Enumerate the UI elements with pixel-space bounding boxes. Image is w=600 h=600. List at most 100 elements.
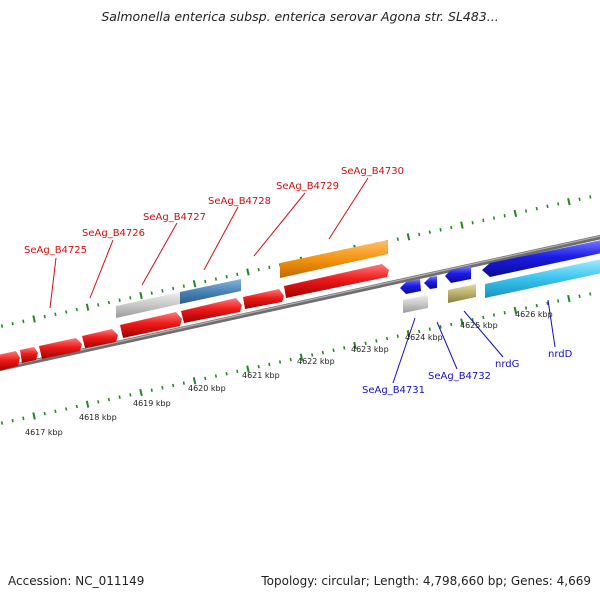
kbp-label: 4622 kbp	[297, 357, 335, 366]
tick-mark	[492, 313, 496, 317]
tick-mark	[439, 325, 442, 329]
tick-mark	[492, 216, 496, 220]
reverse-gene-labels: SeAg_B4731 SeAg_B4732 nrdG nrdD	[362, 349, 573, 396]
tick-mark	[524, 209, 528, 213]
gene-arrow[interactable]	[20, 347, 38, 363]
gene-arrow[interactable]	[39, 338, 82, 359]
tick-mark	[513, 306, 518, 315]
tick-mark	[418, 232, 421, 237]
gene-bar[interactable]	[280, 240, 388, 278]
gene-bar[interactable]	[485, 259, 600, 298]
kbp-label: 4617 kbp	[25, 428, 63, 437]
forward-features	[0, 240, 389, 371]
gene-bar[interactable]	[448, 284, 476, 303]
tick-mark	[172, 286, 175, 291]
tick-mark	[482, 315, 485, 320]
tick-mark	[22, 319, 25, 324]
forward-leader-lines	[49, 177, 369, 309]
tick-mark	[396, 334, 399, 338]
tick-mark	[172, 383, 175, 388]
tick-mark	[353, 341, 357, 350]
tick-mark	[578, 294, 581, 298]
tick-mark	[257, 267, 260, 272]
tick-mark	[139, 291, 143, 300]
reverse-features	[400, 240, 600, 313]
tick-mark	[43, 314, 46, 319]
tick-mark	[32, 315, 36, 323]
tick-mark	[428, 327, 431, 331]
tick-mark	[225, 275, 228, 279]
gene-label: SeAg_B4728	[208, 196, 271, 207]
tick-mark	[139, 388, 143, 397]
tick-mark	[546, 204, 549, 209]
tick-mark	[589, 195, 592, 199]
gene-bar[interactable]	[180, 279, 241, 304]
gene-bar[interactable]	[116, 292, 180, 318]
kbp-label: 4625 kbp	[460, 321, 498, 330]
kbp-label: 4620 kbp	[188, 384, 226, 393]
tick-mark	[182, 381, 185, 385]
tick-mark	[129, 393, 132, 397]
gene-arrow[interactable]	[181, 298, 242, 323]
backbone	[0, 234, 600, 372]
reverse-leader-lines	[392, 299, 556, 384]
gene-arrow[interactable]	[482, 240, 600, 277]
gene-arrow[interactable]	[243, 289, 284, 309]
gene-bar[interactable]	[403, 295, 428, 313]
tick-mark	[471, 221, 474, 225]
tick-mark	[439, 228, 442, 232]
tick-mark	[161, 289, 164, 293]
gene-label: SeAg_B4732	[428, 371, 491, 382]
tick-mark	[246, 365, 250, 373]
tick-mark	[385, 336, 389, 341]
tick-mark	[214, 374, 218, 378]
tick-mark	[406, 233, 411, 241]
gene-label: SeAg_B4731	[362, 385, 425, 396]
tick-mark	[503, 310, 506, 315]
kbp-label: 4618 kbp	[79, 413, 117, 422]
tick-mark	[225, 372, 228, 376]
tick-mark	[43, 411, 46, 416]
tick-mark	[11, 321, 14, 326]
tick-mark	[192, 280, 197, 288]
tick-mark	[418, 329, 421, 334]
tick-mark	[75, 307, 78, 312]
tick-mark	[0, 324, 4, 328]
gene-arrow[interactable]	[284, 264, 389, 298]
tick-mark	[118, 298, 121, 302]
gene-arrow[interactable]	[445, 266, 471, 283]
tick-mark	[214, 277, 218, 281]
tick-mark	[65, 407, 68, 411]
kbp-label: 4624 kbp	[405, 333, 443, 342]
tick-mark	[524, 306, 528, 310]
lower-tick-ruler	[0, 290, 600, 425]
tick-mark	[482, 218, 485, 223]
tick-mark	[567, 294, 571, 303]
forward-gene-labels: SeAg_B4725 SeAg_B4726 SeAg_B4727 SeAg_B4…	[24, 166, 404, 256]
tick-mark	[85, 303, 90, 311]
gene-label: nrdG	[495, 359, 519, 370]
tick-mark	[396, 237, 399, 241]
tick-mark	[182, 284, 185, 288]
gene-arrow[interactable]	[82, 329, 118, 348]
tick-mark	[32, 412, 36, 420]
gene-arrow[interactable]	[424, 276, 437, 289]
tick-mark	[268, 265, 271, 270]
tick-mark	[129, 296, 132, 300]
tick-mark	[150, 291, 153, 295]
tick-mark	[150, 388, 153, 392]
tick-mark	[557, 202, 560, 206]
gene-arrow[interactable]	[120, 312, 182, 338]
genome-title: Salmonella enterica subsp. enterica sero…	[101, 9, 499, 24]
gene-arrow[interactable]	[400, 279, 421, 294]
tick-mark	[204, 376, 207, 381]
gene-label: SeAg_B4727	[143, 212, 206, 223]
tick-mark	[236, 272, 239, 277]
tick-mark	[299, 353, 304, 361]
tick-mark	[65, 310, 68, 314]
tick-mark	[54, 409, 57, 413]
tick-mark	[535, 303, 538, 308]
gene-arrow[interactable]	[0, 351, 20, 371]
gene-label: SeAg_B4730	[341, 166, 404, 177]
gene-label: SeAg_B4729	[276, 181, 339, 192]
